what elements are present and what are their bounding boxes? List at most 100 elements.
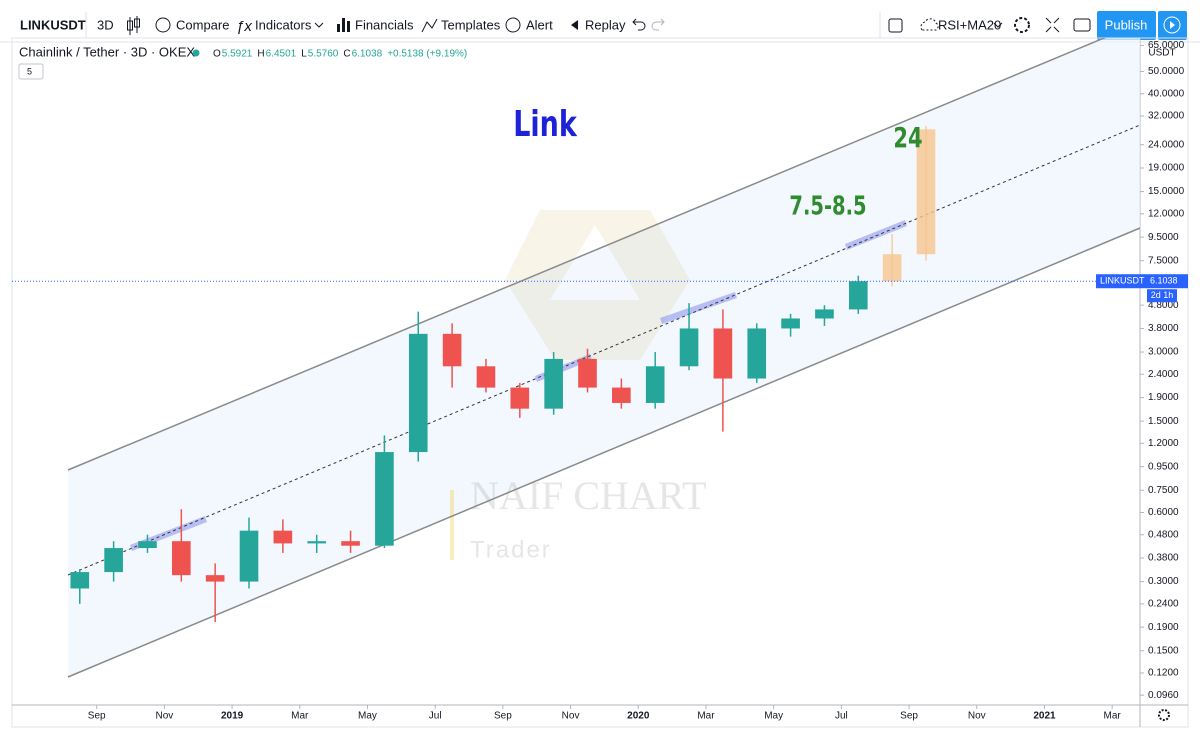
replay-icon[interactable]: [571, 20, 578, 30]
y-tick-label: 50.0000: [1148, 66, 1185, 77]
interval[interactable]: 3D: [97, 17, 114, 32]
y-tick-label: 12.0000: [1148, 208, 1185, 219]
candle-body: [341, 541, 360, 546]
redo-icon[interactable]: [651, 18, 665, 31]
toolbar-item[interactable]: Compare: [176, 17, 229, 32]
y-tick-label: 0.9500: [1148, 461, 1179, 472]
candle-icon[interactable]: [127, 16, 140, 35]
legend-key: H: [257, 49, 264, 60]
x-tick-label: Mar: [697, 711, 715, 722]
y-tick-label: 0.3800: [1148, 553, 1179, 564]
y-tick-label: 0.1500: [1148, 645, 1179, 656]
y-tick-label: 7.5000: [1148, 255, 1179, 266]
y-tick-label: 1.2000: [1148, 438, 1179, 449]
publish-button[interactable]: [1097, 11, 1156, 40]
toolbar-item[interactable]: Indicators: [255, 17, 312, 32]
indicator-toggle[interactable]: [18, 63, 44, 80]
indicators-icon[interactable]: ƒx: [236, 18, 252, 35]
countdown: 2d 1h: [1151, 290, 1174, 300]
templates-icon[interactable]: [421, 18, 438, 33]
candle-body: [239, 530, 259, 582]
y-tick-label: 0.6000: [1148, 507, 1179, 518]
y-tick-label: 3.0000: [1148, 347, 1179, 358]
candle-body: [544, 358, 563, 409]
legend-key: C: [343, 49, 350, 60]
candle-body: [578, 358, 597, 388]
y-unit: USDT: [1148, 48, 1175, 59]
status-dot: [192, 49, 200, 57]
legend-value: 5.5760: [308, 49, 339, 60]
candle-body: [612, 387, 631, 403]
channel-lower: [67, 227, 1140, 678]
price-tag-box: [1096, 274, 1188, 289]
candle-body: [172, 541, 191, 576]
candle-body: [442, 333, 462, 367]
checkbox-icon[interactable]: [888, 18, 903, 33]
cloud-icon[interactable]: [920, 18, 939, 31]
candle-body: [848, 281, 868, 310]
snapshot-icon[interactable]: [1073, 18, 1091, 32]
y-tick-label: 0.4800: [1148, 529, 1179, 540]
y-tick-label: 15.0000: [1148, 186, 1185, 197]
chart-frame: [11, 37, 1189, 728]
x-tick-label: May: [764, 711, 783, 722]
y-tick-label: 0.2400: [1148, 598, 1179, 609]
price-tag-value: 6.1038: [1150, 276, 1178, 286]
candle-body: [104, 548, 123, 573]
x-tick-label: 2019: [221, 711, 244, 722]
y-tick-label: 1.5000: [1148, 416, 1179, 427]
dropdown-icon[interactable]: [993, 22, 1003, 28]
x-tick-label: Nov: [562, 711, 580, 722]
toolbar-item[interactable]: Replay: [585, 17, 626, 32]
channel-upper: [67, 38, 1106, 471]
compare-icon[interactable]: [155, 17, 171, 33]
play-icon: [1163, 16, 1181, 34]
watermark-logo: [505, 210, 690, 360]
candle-body: [476, 366, 496, 388]
x-tick-label: 2020: [627, 711, 650, 722]
candle-body: [916, 129, 936, 255]
price-tag-symbol: LINKUSDT: [1100, 276, 1145, 286]
y-tick-label: 4.8000: [1148, 300, 1179, 311]
candle-body: [273, 530, 293, 544]
annotation: 7.5-8.5: [789, 192, 866, 221]
settings-icon[interactable]: [1014, 17, 1030, 33]
y-tick-label: 0.1900: [1148, 622, 1179, 633]
watermark-subtitle: Trader: [470, 536, 552, 563]
toolbar-item[interactable]: Templates: [441, 17, 501, 32]
candle-body: [713, 328, 733, 379]
toolbar: LINKUSDT 3D Compare ƒx Indicators Financ…: [0, 11, 1200, 43]
publish-label[interactable]: Publish: [1105, 17, 1148, 32]
study-template[interactable]: RSI+MA20: [938, 17, 1001, 32]
indicator-count[interactable]: 5: [27, 66, 32, 76]
candle-body: [781, 318, 800, 329]
legend-value: 5.5921: [222, 49, 253, 60]
fullscreen-icon[interactable]: [1045, 17, 1060, 33]
y-tick-label: 65.0000: [1148, 40, 1185, 51]
x-tick-label: May: [358, 711, 377, 722]
symbol[interactable]: LINKUSDT: [20, 17, 86, 32]
x-tick-label: Sep: [88, 711, 106, 722]
y-tick-label: 0.3000: [1148, 576, 1179, 587]
candle-body: [747, 328, 767, 379]
undo-icon[interactable]: [632, 18, 646, 31]
y-tick-label: 0.7500: [1148, 485, 1179, 496]
y-tick-label: 40.0000: [1148, 88, 1185, 99]
x-tick-label: Nov: [968, 711, 986, 722]
y-tick-label: 32.0000: [1148, 111, 1185, 122]
candle-body: [882, 254, 902, 282]
alert-icon[interactable]: [505, 17, 521, 33]
x-tick-label: Jul: [429, 711, 442, 722]
candle-body: [138, 541, 157, 549]
dropdown-icon[interactable]: [314, 22, 324, 28]
settings-corner[interactable]: [1158, 709, 1170, 721]
x-tick-label: Jul: [835, 711, 848, 722]
toolbar-item[interactable]: Alert: [526, 17, 553, 32]
y-tick-label: 24.0000: [1148, 139, 1185, 150]
toolbar-item[interactable]: Financials: [355, 17, 414, 32]
candle-body: [307, 541, 327, 544]
financials-icon[interactable]: [337, 18, 350, 32]
y-tick-label: 1.9000: [1148, 392, 1179, 403]
legend-key: O: [213, 49, 221, 60]
